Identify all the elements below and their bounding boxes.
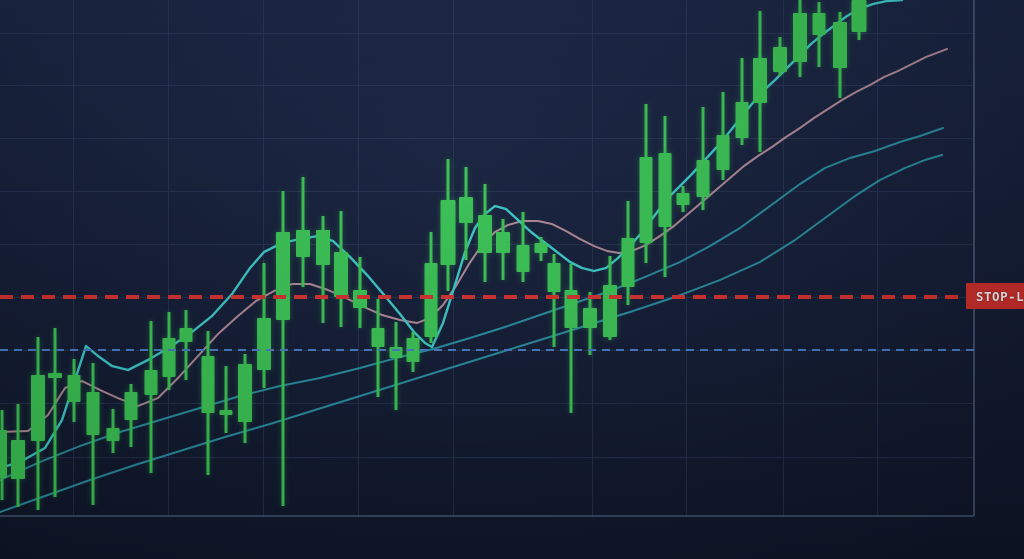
candle-body xyxy=(773,47,787,72)
candle-body xyxy=(547,263,561,292)
candle-body xyxy=(0,430,7,478)
candles-group xyxy=(0,0,867,510)
candle-body xyxy=(812,13,826,35)
candle-body xyxy=(424,263,438,337)
candle-body xyxy=(459,197,473,223)
candle-body xyxy=(238,364,252,422)
candle-body xyxy=(179,328,193,342)
candle-body xyxy=(48,373,62,378)
candle-body xyxy=(440,200,456,265)
candle-body xyxy=(753,58,767,103)
candle-body xyxy=(851,0,867,32)
candle-body xyxy=(639,157,653,243)
candle-body xyxy=(735,102,749,138)
candle-body xyxy=(11,440,25,479)
candle-body xyxy=(201,356,215,413)
candle-body xyxy=(31,375,45,441)
slow-ma-2-line xyxy=(0,154,943,513)
candle-body xyxy=(583,308,597,328)
candle-body xyxy=(603,285,617,337)
candle-body xyxy=(276,232,290,320)
candle-body xyxy=(621,238,635,287)
candle-body xyxy=(162,338,176,377)
candle-body xyxy=(534,243,548,253)
candle-body xyxy=(696,160,710,197)
candle-body xyxy=(219,410,233,415)
candle-body xyxy=(106,428,120,441)
candle-body xyxy=(67,375,81,402)
candle-body xyxy=(658,153,672,227)
candle-body xyxy=(144,370,158,395)
candle-body xyxy=(516,245,530,272)
candle-body xyxy=(124,392,138,420)
candle-body xyxy=(257,318,271,370)
candle-body xyxy=(334,252,348,297)
candle-body xyxy=(296,230,310,257)
candle-body xyxy=(564,290,578,328)
candle-body xyxy=(478,215,492,253)
candle-body xyxy=(716,135,730,170)
candle-body xyxy=(389,347,403,358)
candle-body xyxy=(793,13,807,62)
candle-body xyxy=(676,193,690,205)
candle-body xyxy=(371,328,385,347)
plot-borders xyxy=(0,0,975,517)
candle-body xyxy=(496,232,510,253)
candle-body xyxy=(86,392,100,435)
slow-ma-1-line xyxy=(0,127,944,481)
stop-loss-label[interactable]: STOP-LOSS xyxy=(966,283,1024,309)
candle-body xyxy=(833,22,847,68)
candle-body xyxy=(316,230,330,265)
